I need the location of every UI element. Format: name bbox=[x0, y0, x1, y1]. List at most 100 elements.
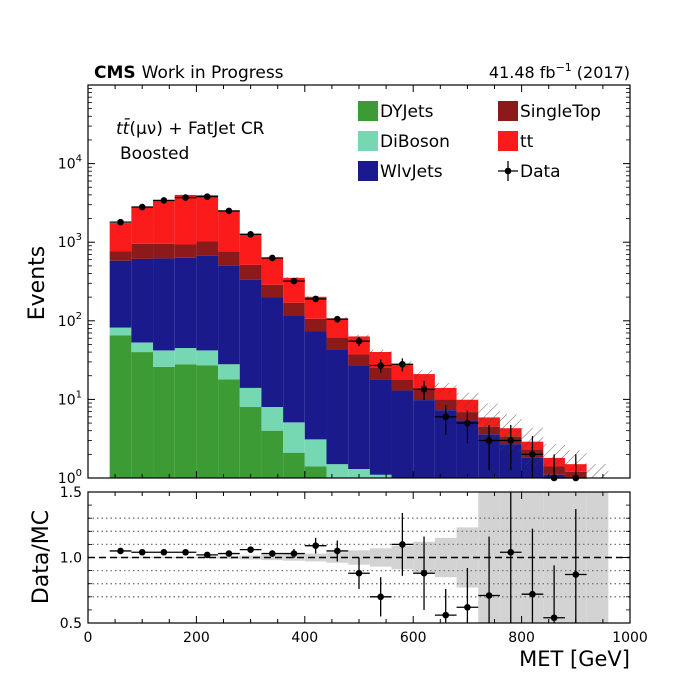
bar-WlvJets-5 bbox=[218, 265, 240, 365]
ratio-point-0 bbox=[117, 547, 124, 555]
ratio-y-tick-label-0: 0.5 bbox=[60, 616, 82, 632]
ratio-band-bin-9 bbox=[304, 553, 327, 562]
bar-WlvJets-12 bbox=[369, 379, 392, 475]
bar-SingleTop-5 bbox=[218, 251, 240, 266]
bar-DYJets-11 bbox=[348, 478, 370, 483]
legend-label-WlvJets: WlvJets bbox=[380, 162, 443, 182]
bar-DYJets-12 bbox=[370, 482, 392, 483]
data-points bbox=[109, 193, 587, 482]
ratio-point-5 bbox=[225, 550, 233, 557]
bar-tt-2 bbox=[153, 200, 175, 244]
bar-tt-6 bbox=[239, 234, 262, 265]
x-axis-label: MET [GeV] bbox=[519, 647, 630, 671]
bar-DiBoson-3 bbox=[174, 348, 197, 365]
legend-label-SingleTop: SingleTop bbox=[520, 102, 601, 122]
bar-SingleTop-7 bbox=[261, 284, 284, 298]
legend-label-DYJets: DYJets bbox=[380, 102, 434, 122]
y-tick-label-2: 102 bbox=[58, 311, 82, 330]
data-point-2 bbox=[160, 197, 168, 204]
bar-SingleTop-8 bbox=[283, 302, 305, 316]
bar-DiBoson-7 bbox=[261, 407, 284, 431]
bar-SingleTop-15 bbox=[434, 399, 457, 411]
ratio-point-17 bbox=[485, 592, 493, 599]
bar-DYJets-5 bbox=[218, 379, 240, 478]
bar-WlvJets-10 bbox=[326, 350, 349, 465]
data-point-9 bbox=[312, 295, 319, 303]
bar-tt-15 bbox=[434, 387, 457, 400]
data-point-6 bbox=[247, 231, 254, 238]
bar-WlvJets-2 bbox=[153, 258, 175, 351]
ratio-point-7 bbox=[268, 550, 276, 557]
bar-tt-0 bbox=[109, 223, 132, 252]
data-point-11 bbox=[355, 337, 363, 345]
legend-swatch-tt bbox=[498, 131, 518, 151]
bar-SingleTop-13 bbox=[391, 379, 414, 391]
bar-tt-4 bbox=[196, 195, 219, 242]
bar-DiBoson-2 bbox=[153, 350, 175, 367]
band-bin-12 bbox=[369, 349, 392, 355]
band-bin-16 bbox=[456, 392, 479, 409]
ratio-frame bbox=[87, 491, 631, 624]
ratio-point-10 bbox=[334, 547, 341, 555]
x-tick-label-1: 200 bbox=[183, 630, 210, 646]
bar-tt-10 bbox=[326, 318, 349, 338]
bar-WlvJets-9 bbox=[304, 331, 327, 440]
bar-DiBoson-6 bbox=[239, 387, 262, 408]
data-point-16 bbox=[464, 419, 471, 427]
main-y-axis-label: Events bbox=[25, 246, 50, 321]
bar-tt-7 bbox=[261, 257, 284, 285]
bar-WlvJets-0 bbox=[109, 260, 132, 328]
band-bin-15 bbox=[434, 383, 457, 394]
region-label-line2: Boosted bbox=[120, 144, 189, 164]
bar-SingleTop-2 bbox=[153, 243, 175, 259]
bar-SingleTop-1 bbox=[131, 243, 154, 259]
bar-DiBoson-1 bbox=[131, 342, 154, 353]
bar-DYJets-6 bbox=[239, 407, 262, 478]
bar-DYJets-2 bbox=[153, 366, 175, 478]
bar-WlvJets-3 bbox=[174, 257, 197, 349]
bar-DiBoson-8 bbox=[283, 422, 305, 453]
bar-tt-3 bbox=[174, 194, 197, 245]
ratio-axes: 0.5 1.0 1.5 0 200 400 600 800 1000 bbox=[60, 485, 648, 646]
bar-DYJets-7 bbox=[261, 430, 284, 478]
data-point-7 bbox=[268, 254, 276, 262]
bar-WlvJets-4 bbox=[196, 255, 219, 351]
ratio-point-19 bbox=[529, 590, 536, 598]
x-tick-label-4: 800 bbox=[508, 630, 535, 646]
bar-DiBoson-10 bbox=[326, 464, 349, 478]
ratio-point-20 bbox=[550, 614, 558, 622]
ratio-point-9 bbox=[312, 542, 319, 550]
data-point-10 bbox=[334, 315, 341, 323]
data-point-14 bbox=[420, 385, 428, 393]
legend-swatch-DiBoson bbox=[358, 131, 378, 151]
data-point-15 bbox=[442, 413, 450, 421]
bar-DYJets-0 bbox=[109, 335, 132, 478]
data-point-8 bbox=[290, 277, 298, 285]
band-bin-14 bbox=[413, 370, 435, 379]
x-tick-label-0: 0 bbox=[84, 630, 93, 646]
bar-tt-1 bbox=[131, 207, 154, 244]
main-frame bbox=[87, 84, 631, 479]
bar-SingleTop-12 bbox=[369, 367, 392, 380]
bar-SingleTop-10 bbox=[326, 337, 349, 351]
x-tick-label-3: 600 bbox=[400, 630, 427, 646]
bar-SingleTop-3 bbox=[174, 244, 197, 258]
experiment-label: CMS Work in Progress bbox=[94, 63, 284, 83]
bar-DYJets-3 bbox=[174, 364, 197, 478]
bar-DYJets-10 bbox=[326, 478, 348, 483]
ratio-points bbox=[109, 492, 587, 623]
bar-DYJets-8 bbox=[283, 452, 305, 478]
bar-DiBoson-11 bbox=[348, 469, 370, 478]
main-axes: 100 101 102 103 104 bbox=[58, 85, 631, 487]
y-tick-label-0: 100 bbox=[58, 468, 82, 487]
ratio-point-12 bbox=[377, 593, 384, 601]
bar-SingleTop-9 bbox=[304, 318, 327, 332]
bar-DiBoson-13 bbox=[392, 478, 414, 486]
ratio-point-4 bbox=[203, 551, 211, 559]
ratio-point-11 bbox=[355, 569, 363, 577]
bar-SingleTop-4 bbox=[196, 241, 219, 256]
legend-label-DiBoson: DiBoson bbox=[380, 132, 450, 152]
bar-DiBoson-4 bbox=[196, 350, 219, 366]
ratio-band-bin-7 bbox=[261, 554, 284, 561]
